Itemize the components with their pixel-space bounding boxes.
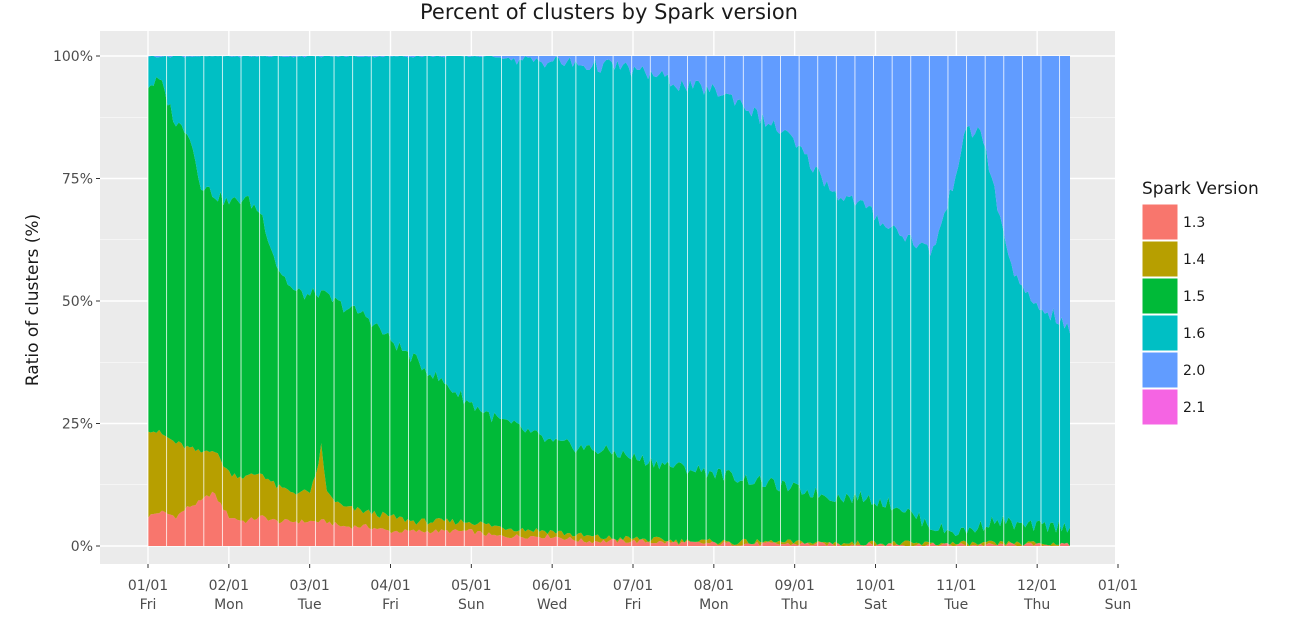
x-tick-label-date: 10/01 [855,578,895,594]
x-tick-label-date: 05/01 [451,578,491,594]
legend-label-2-0: 2.0 [1183,363,1205,379]
x-tick-label-day: Tue [297,597,322,613]
x-tick-label-day: Thu [1023,597,1050,613]
y-tick-label: 0% [71,539,93,555]
legend-swatch-1-4 [1141,240,1179,278]
x-tick-label-day: Fri [382,597,399,613]
y-tick-label: 25% [62,417,93,433]
legend-swatch-2-1 [1141,388,1179,426]
x-tick-label-date: 04/01 [370,578,410,594]
x-tick-label-day: Sat [864,597,887,613]
y-axis: 0% 25% 50% 75% 100% [53,49,100,555]
area-series-1-3 [148,491,1070,546]
x-tick-label-day: Fri [140,597,157,613]
legend-label-1-3: 1.3 [1183,215,1205,231]
x-tick-label-day: Sun [1105,597,1132,613]
x-tick-label-date: 11/01 [936,578,976,594]
x-tick-label-date: 01/01 [128,578,168,594]
x-tick-label-day: Sun [458,597,485,613]
legend: Spark Version 1.3 1.4 1.5 1.6 2.0 2.1 [1141,179,1259,426]
legend-label-1-4: 1.4 [1183,252,1205,268]
x-tick-label-date: 02/01 [209,578,249,594]
legend-swatch-1-6 [1141,314,1179,352]
x-tick-label-date: 12/01 [1017,578,1057,594]
legend-swatch-1-5 [1141,277,1179,315]
y-tick-label: 100% [53,49,93,65]
legend-label-1-5: 1.5 [1183,289,1205,305]
area-series-1-4 [148,429,1070,546]
x-tick-label-day: Thu [781,597,808,613]
x-tick-label-date: 09/01 [774,578,814,594]
chart-title: Percent of clusters by Spark version [420,0,798,24]
area-series-2-0 [148,56,1070,334]
legend-swatch-2-0 [1141,351,1179,389]
y-axis-label: Ratio of clusters (%) [23,214,43,386]
x-tick-label-day: Mon [214,597,244,613]
legend-swatch-1-3 [1141,203,1179,241]
y-tick-label: 50% [62,294,93,310]
y-tick-label: 75% [62,172,93,188]
x-tick-label-date: 01/01 [1098,578,1138,594]
legend-label-1-6: 1.6 [1183,326,1205,342]
x-tick-label-day: Tue [943,597,968,613]
x-tick-label-date: 03/01 [289,578,329,594]
legend-title: Spark Version [1142,179,1259,199]
legend-label-2-1: 2.1 [1183,400,1205,416]
x-tick-label-date: 07/01 [613,578,653,594]
time-gridline-overlay [147,56,1061,546]
x-tick-label-day: Wed [537,597,568,613]
x-tick-label-date: 08/01 [694,578,734,594]
x-tick-label-date: 06/01 [532,578,572,594]
x-tick-label-day: Fri [625,597,642,613]
data-areas [148,56,1070,547]
x-axis: 01/01 Fri 02/01 Mon 03/01 Tue 04/01 Fri 05/01 Sun… [128,564,1138,613]
x-tick-label-day: Mon [699,597,729,613]
area-series-1-6 [148,56,1070,536]
area-series-1-5 [148,76,1070,547]
